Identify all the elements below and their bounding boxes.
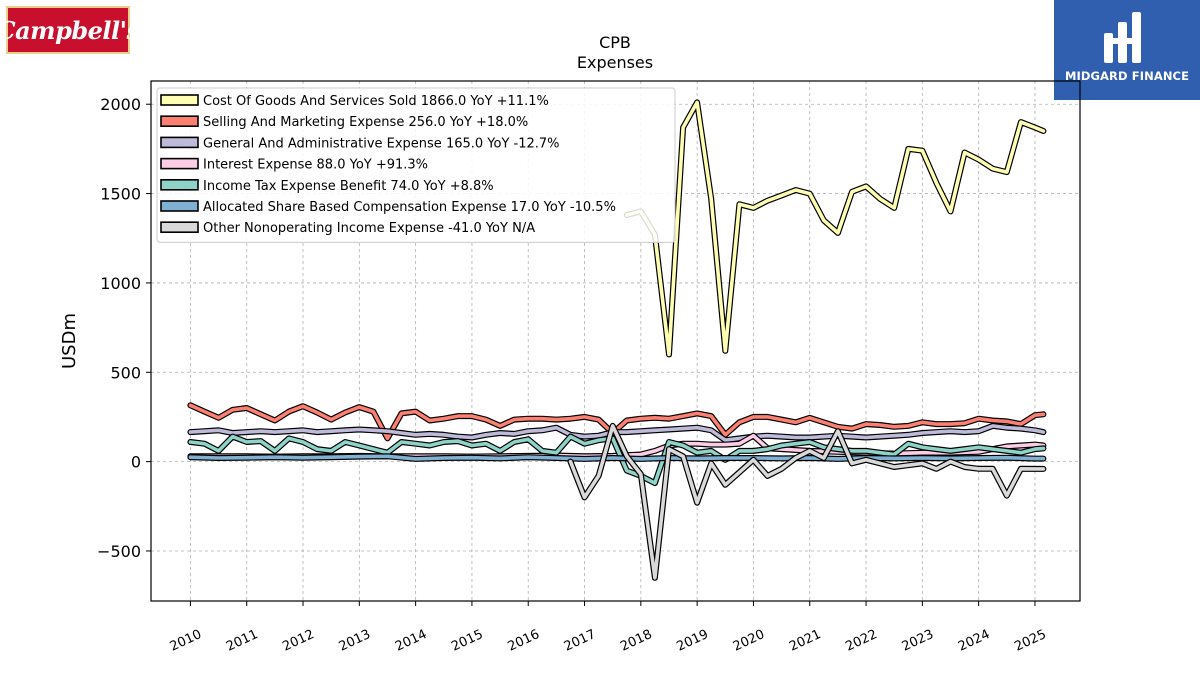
y-tick-label: 2000	[100, 95, 141, 114]
campbells-logo-text: Campbell's	[0, 15, 140, 45]
legend-entry: Interest Expense 88.0 YoY +91.3%	[203, 158, 428, 173]
x-tick-label: 2023	[900, 627, 936, 655]
series-line	[624, 100, 1046, 357]
y-axis-label: USDm	[59, 313, 80, 369]
legend-entry: Selling And Marketing Expense 256.0 YoY …	[203, 115, 528, 130]
series-0	[623, 99, 1047, 358]
y-tick-label: 500	[110, 363, 141, 382]
chart-title: CPB	[599, 33, 631, 52]
x-tick-label: 2016	[506, 627, 542, 655]
legend-entry: Cost Of Goods And Services Sold 1866.0 Y…	[203, 94, 549, 109]
x-tick-label: 2018	[618, 627, 654, 655]
legend-swatch	[160, 136, 199, 149]
legend-swatch	[160, 115, 199, 127]
legend-swatch	[160, 94, 199, 106]
legend-swatch	[160, 221, 199, 233]
series-1	[187, 402, 1047, 442]
legend-entry: General And Administrative Expense 165.0…	[203, 136, 560, 151]
legend-entry: Income Tax Expense Benefit 74.0 YoY +8.8…	[203, 179, 494, 194]
campbells-logo: Campbell's	[0, 6, 140, 54]
series-line	[568, 424, 1046, 580]
series-4	[187, 433, 1047, 487]
x-tick-label: 2025	[1012, 627, 1048, 655]
legend-swatch	[160, 179, 199, 191]
y-tick-label: 1500	[100, 185, 141, 204]
x-tick-label: 2021	[787, 627, 823, 655]
y-tick-label: 1000	[100, 274, 141, 293]
x-tick-label: 2014	[393, 627, 429, 655]
series-line	[188, 424, 1046, 443]
legend-box	[156, 87, 676, 243]
series-line	[188, 454, 1046, 461]
legend: Cost Of Goods And Services Sold 1866.0 Y…	[156, 87, 676, 243]
x-tick-label: 2015	[449, 627, 485, 655]
series-5	[187, 453, 1047, 462]
legend-swatch	[160, 157, 199, 170]
series-line	[188, 434, 1046, 485]
y-tick-label: −500	[97, 542, 141, 561]
midgard-logo-text: MIDGARD FINANCE	[1064, 69, 1190, 83]
x-tick-label: 2024	[956, 627, 992, 655]
series-lines	[187, 99, 1047, 581]
plot-frame	[150, 80, 1081, 602]
x-tick-label: 2011	[224, 627, 260, 655]
midgard-finance-logo: MIDGARD FINANCE	[1054, 0, 1200, 100]
y-tick-label: 0	[131, 453, 141, 472]
legend-entry: Other Nonoperating Income Expense -41.0 …	[203, 221, 535, 236]
x-tick-label: 2010	[168, 627, 204, 655]
x-tick-label: 2012	[280, 627, 316, 655]
midgard-mark-icon	[1104, 12, 1141, 63]
series-2	[187, 422, 1047, 444]
legend-entry: Allocated Share Based Compensation Expen…	[203, 200, 616, 215]
chart-subtitle: Expenses	[577, 53, 653, 72]
x-tick-label: 2019	[674, 627, 710, 655]
x-tick-label: 2020	[731, 627, 767, 655]
x-tick-label: 2022	[843, 627, 879, 655]
legend-swatch	[160, 200, 199, 212]
series-line	[188, 403, 1046, 441]
x-tick-label: 2017	[562, 627, 598, 655]
series-6	[567, 422, 1047, 581]
x-tick-label: 2013	[337, 627, 373, 655]
